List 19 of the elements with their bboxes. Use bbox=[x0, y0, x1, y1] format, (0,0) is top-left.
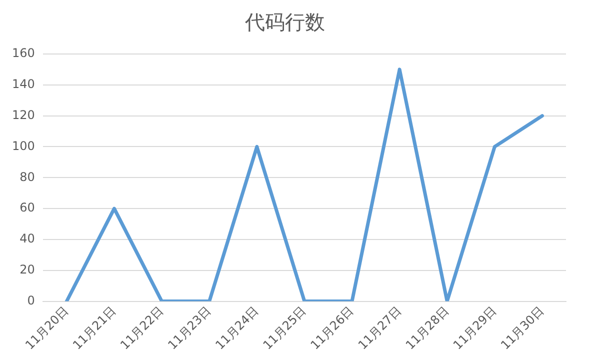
x-tick-label: 11月21日 bbox=[70, 304, 119, 352]
chart-title: 代码行数 bbox=[244, 10, 325, 34]
y-tick-label: 100 bbox=[12, 138, 35, 153]
x-tick-label: 11月28日 bbox=[402, 304, 452, 352]
y-tick-label: 20 bbox=[20, 262, 35, 276]
y-tick-label: 60 bbox=[20, 200, 35, 215]
x-tick-label: 11月27日 bbox=[355, 304, 404, 352]
y-tick-label: 160 bbox=[12, 46, 35, 60]
y-tick-label: 120 bbox=[12, 108, 35, 122]
x-tick-label: 11月24日 bbox=[212, 304, 262, 352]
x-tick-label: 11月26日 bbox=[308, 304, 356, 352]
y-tick-label: 80 bbox=[20, 170, 35, 184]
x-tick-label: 11月25日 bbox=[260, 304, 309, 352]
x-tick-label: 11月29日 bbox=[450, 304, 499, 352]
x-tick-label: 11月30日 bbox=[498, 304, 547, 352]
x-tick-label: 11月22日 bbox=[118, 304, 166, 352]
x-tick-label: 11月23日 bbox=[165, 304, 214, 352]
y-tick-label: 140 bbox=[12, 77, 35, 92]
y-tick-label: 40 bbox=[20, 232, 35, 246]
